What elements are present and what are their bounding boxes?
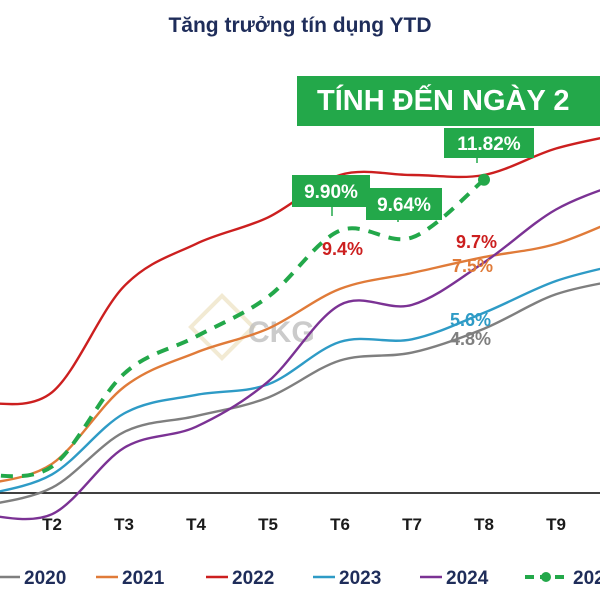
- series-line-2020: [0, 282, 600, 504]
- x-tick-label: T9: [546, 515, 566, 534]
- watermark: [188, 293, 256, 361]
- series-endpoint-2025: [478, 173, 490, 186]
- x-tick-label: T8: [474, 515, 494, 534]
- callout-box: [366, 188, 442, 220]
- legend-label: 2022: [232, 568, 274, 589]
- date-banner: TÍNH ĐẾN NGÀY 2: [297, 76, 600, 126]
- x-tick-label: T2: [42, 515, 62, 534]
- series-line-2021: [0, 225, 600, 483]
- legend-label: 2020: [24, 568, 66, 589]
- callout-label: 9.90%: [304, 182, 358, 203]
- legend-label: 2024: [446, 568, 489, 589]
- series-line-2024: [0, 189, 600, 521]
- x-tick-label: T4: [186, 515, 206, 534]
- data-label: 7.5%: [452, 256, 493, 276]
- series-line-2023: [0, 267, 600, 493]
- legend-label: 2021: [122, 568, 165, 589]
- data-label: 9.4%: [322, 239, 363, 259]
- data-label: 9.7%: [456, 232, 497, 252]
- callout-box: [444, 128, 534, 158]
- x-tick-label: T7: [402, 515, 422, 534]
- x-tick-label: T3: [114, 515, 134, 534]
- legend-label: 202: [573, 568, 600, 589]
- series-line-2022: [0, 136, 600, 406]
- legend-marker-2025: [541, 572, 551, 582]
- x-tick-label: T6: [330, 515, 350, 534]
- chart-title: Tăng trưởng tín dụng YTD: [168, 14, 432, 37]
- callout-box: [292, 175, 370, 207]
- callout-label: 11.82%: [457, 134, 520, 155]
- data-label: 4.8%: [450, 329, 491, 349]
- x-tick-label: T5: [258, 515, 278, 534]
- data-label: 5.6%: [450, 310, 491, 330]
- series-line-2025: [0, 178, 486, 479]
- callout-label: 9.64%: [377, 195, 431, 216]
- legend-label: 2023: [339, 568, 381, 589]
